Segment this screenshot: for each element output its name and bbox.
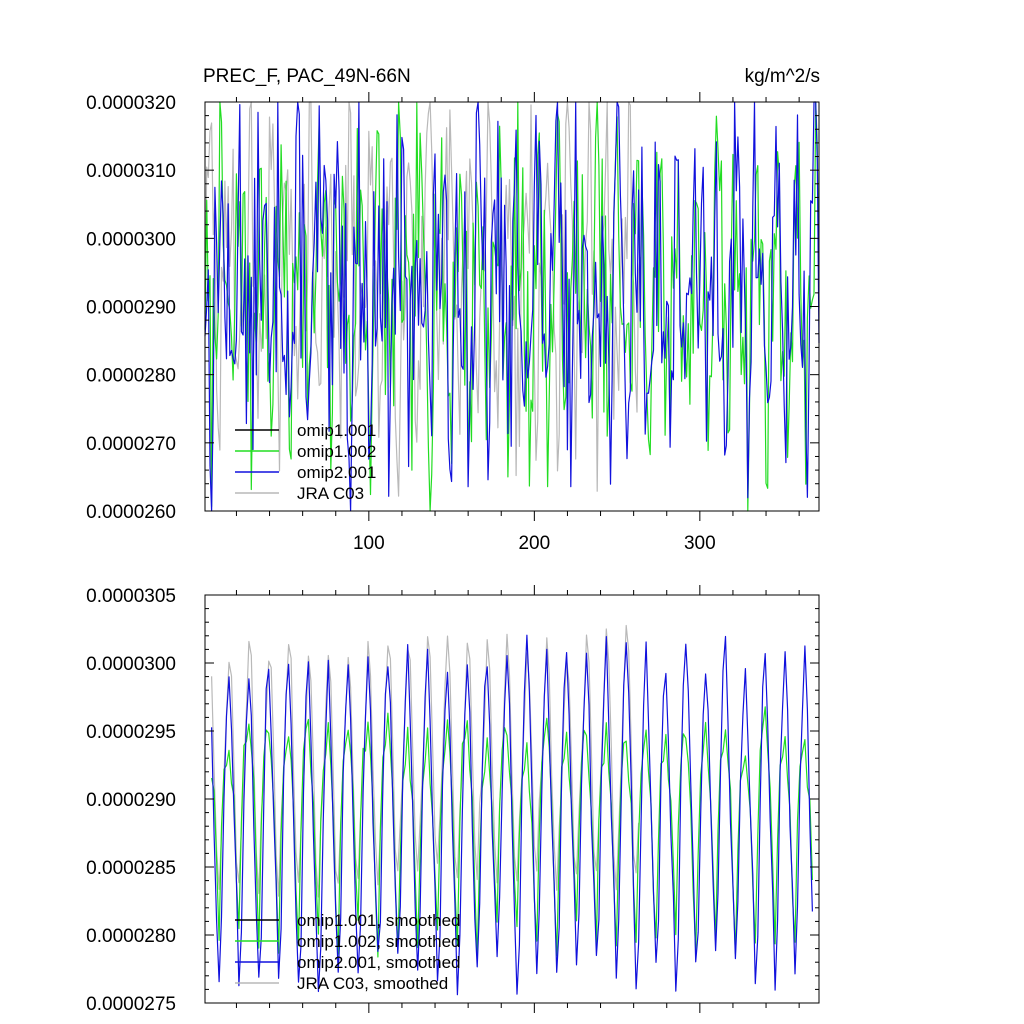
legend: omip1.001, smoothed omip1.002, smoothed om… <box>235 911 461 993</box>
chart-title: PREC_F, PAC_49N-66N <box>203 66 411 87</box>
legend-label: omip1.001 <box>297 421 376 440</box>
units-label: kg/m^2/s <box>745 66 820 87</box>
legend: omip1.001 omip1.002 omip2.001 JRA C03 <box>235 421 376 503</box>
y-tick-label: 0.0000285 <box>86 858 176 879</box>
legend-label: omip1.001, smoothed <box>297 911 461 930</box>
x-axis <box>235 585 800 1013</box>
y-tick-label: 0.0000270 <box>86 434 176 455</box>
y-tick-label: 0.0000320 <box>86 93 176 114</box>
legend-label: omip1.002, smoothed <box>297 932 461 951</box>
series-line-omip2-001 <box>211 634 813 996</box>
x-tick-label: 100 <box>353 533 385 554</box>
y-tick-label: 0.0000290 <box>86 790 176 811</box>
y-tick-label: 0.0000305 <box>86 586 176 607</box>
y-tick-label: 0.0000260 <box>86 502 176 523</box>
series-line-omip2-001 <box>204 101 820 512</box>
y-tick-label: 0.0000290 <box>86 298 176 319</box>
legend-label: omip2.001 <box>297 463 376 482</box>
y-tick-label: 0.0000310 <box>86 161 176 182</box>
y-tick-label: 0.0000300 <box>86 229 176 250</box>
y-axis: 0.0000275 0.0000280 0.0000285 0.0000290 0.00… <box>86 586 819 1015</box>
smoothed-series-group <box>211 624 813 996</box>
raw-series-group <box>204 101 820 512</box>
x-axis: 100 200 300 <box>235 92 800 554</box>
legend-label: omip2.001, smoothed <box>297 953 461 972</box>
x-tick-label: 200 <box>518 533 550 554</box>
raw-timeseries-panel: PREC_F, PAC_49N-66N kg/m^2/s 0.00002600.… <box>86 66 820 554</box>
y-tick-label: 0.0000275 <box>86 994 176 1015</box>
legend-label: JRA C03 <box>297 484 364 503</box>
y-tick-label: 0.0000295 <box>86 722 176 743</box>
series-line-jra-c03 <box>204 101 641 497</box>
y-tick-label: 0.0000280 <box>86 926 176 947</box>
x-tick-label: 300 <box>684 533 716 554</box>
legend-label: omip1.002 <box>297 442 376 461</box>
y-tick-label: 0.0000300 <box>86 654 176 675</box>
smoothed-timeseries-panel: 0.0000275 0.0000280 0.0000285 0.0000290 0.00… <box>86 585 820 1015</box>
y-axis: 0.0000260 0.0000270 0.0000280 0.0000290 0.00… <box>86 93 819 523</box>
y-tick-label: 0.0000280 <box>86 366 176 387</box>
legend-label: JRA C03, smoothed <box>297 974 448 993</box>
